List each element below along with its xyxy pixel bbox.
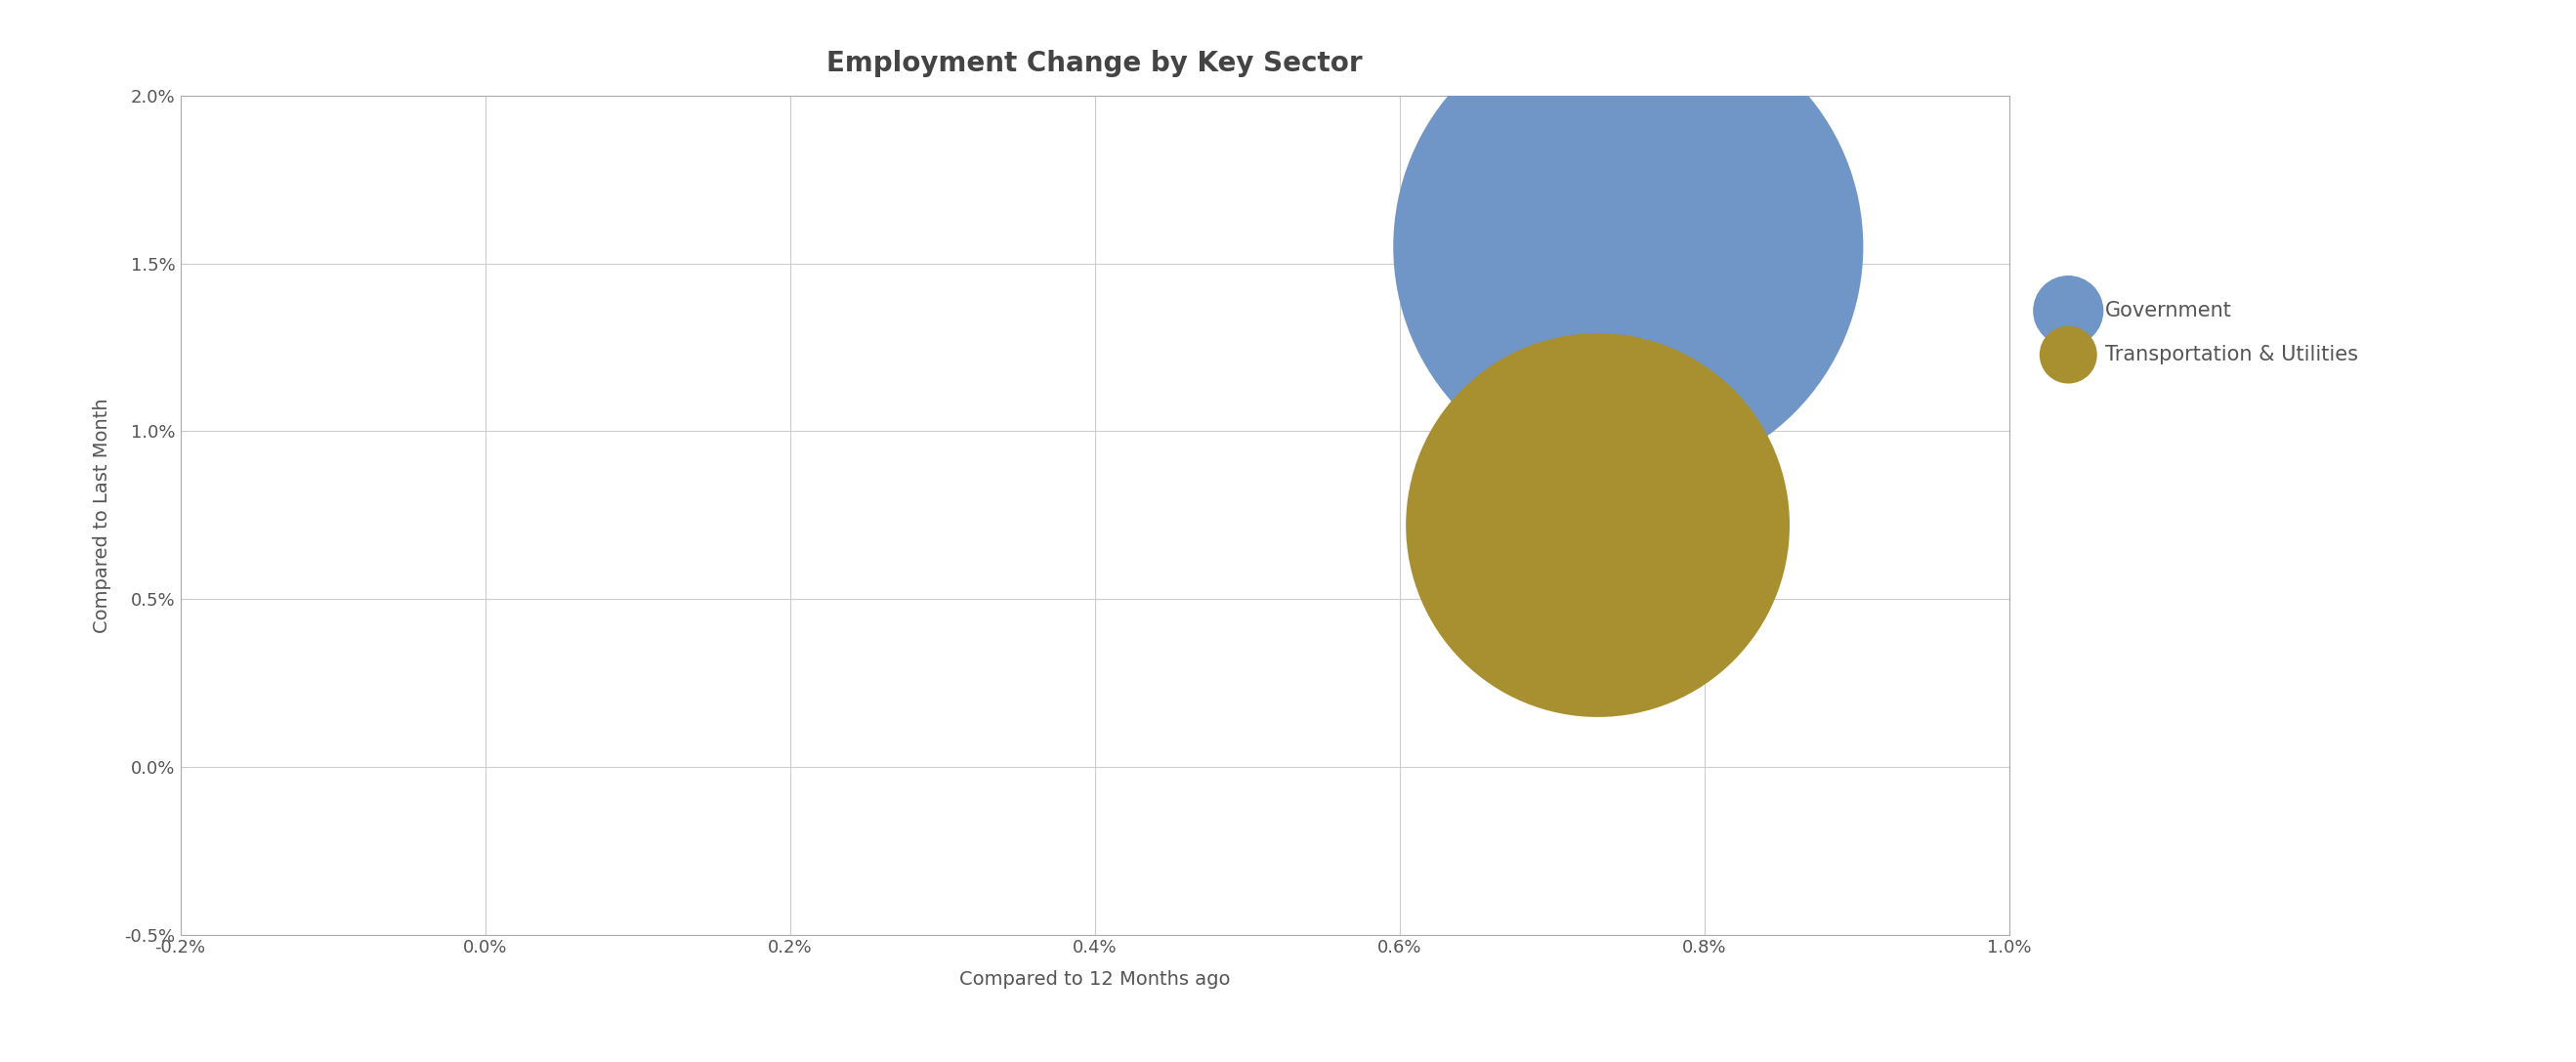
Government <box>1607 238 1649 255</box>
X-axis label: Compared to 12 Months ago: Compared to 12 Months ago <box>958 971 1231 989</box>
Title: Employment Change by Key Sector: Employment Change by Key Sector <box>827 50 1363 78</box>
Legend: Government, Transportation & Utilities: Government, Transportation & Utilities <box>2038 290 2367 374</box>
Y-axis label: Compared to Last Month: Compared to Last Month <box>93 397 111 633</box>
Transportation & Utilities <box>1577 516 1618 533</box>
